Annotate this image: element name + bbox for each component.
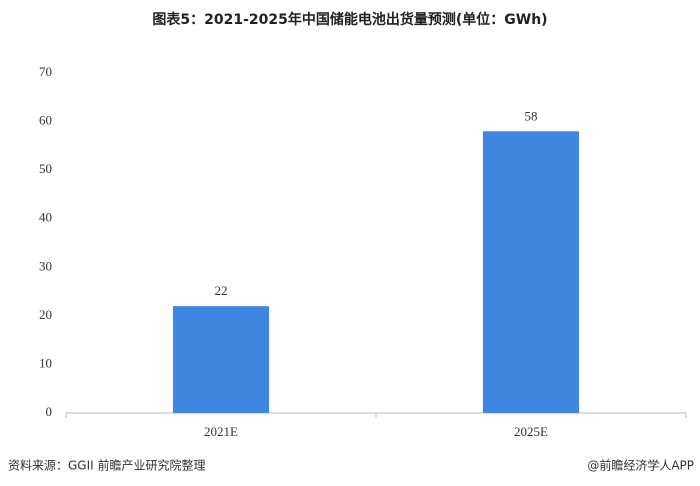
bar: [482, 131, 580, 414]
credit: @前瞻经济学人APP: [587, 458, 694, 473]
x-tick-label: 2025E: [514, 424, 548, 439]
source-note: 资料来源：GGII 前瞻产业研究院整理: [8, 458, 206, 473]
y-tick-label: 40: [39, 210, 52, 225]
y-tick-label: 0: [46, 404, 53, 419]
y-tick-label: 50: [39, 161, 52, 176]
y-tick-label: 20: [39, 307, 52, 322]
y-tick-label: 30: [39, 258, 52, 273]
value-label: 58: [525, 108, 538, 123]
y-tick-label: 60: [39, 113, 52, 128]
y-tick-label: 70: [39, 64, 52, 79]
chart-title: 图表5：2021-2025年中国储能电池出货量预测(单位：GWh): [152, 11, 547, 28]
x-tick-label: 2021E: [204, 424, 238, 439]
value-label: 22: [215, 283, 228, 298]
bar: [172, 306, 270, 413]
y-tick-label: 10: [39, 355, 52, 370]
